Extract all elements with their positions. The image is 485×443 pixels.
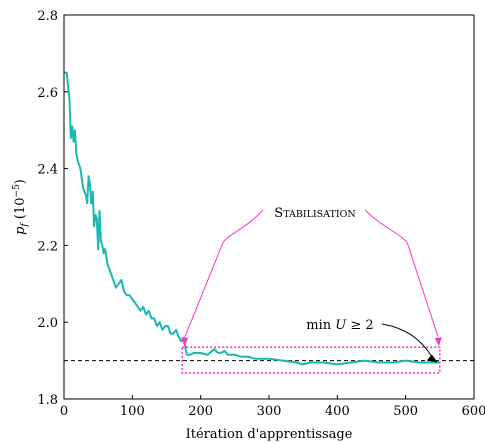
callout-arrowhead-left [181, 337, 189, 347]
stabilisation-box [181, 346, 441, 374]
x-tick-label: 0 [60, 404, 68, 419]
y-tick-label: 2.0 [37, 316, 58, 331]
y-axis-label-exp: −5 [12, 184, 22, 198]
plot-area [64, 15, 474, 399]
min-u-label: min U ≥ 2 [306, 318, 373, 333]
x-axis-label: Itération d'apprentissage [186, 427, 353, 442]
x-tick-label: 300 [257, 404, 282, 419]
series-line [64, 71, 440, 366]
y-axis-label-unit-close: ) [13, 179, 28, 184]
x-tick-label: 600 [462, 404, 485, 419]
callout-line-left [184, 209, 264, 337]
y-tick-label: 1.8 [37, 393, 58, 408]
callout-line-right [364, 209, 439, 337]
y-axis-label-sub: f [20, 222, 30, 228]
callout-arrowhead-right [434, 337, 442, 347]
x-tick-label: 500 [393, 404, 418, 419]
min-u-arrowhead [426, 354, 438, 363]
x-tick-label: 100 [120, 404, 145, 419]
y-ticks: 1.8 2.0 2.2 2.4 2.6 2.8 [37, 9, 68, 408]
y-axis-label-unit-open: (10 [13, 197, 28, 223]
y-tick-label: 2.4 [37, 163, 58, 178]
x-tick-label: 200 [188, 404, 213, 419]
x-tick-label: 400 [325, 404, 350, 419]
y-axis-label: pf (10−5) [12, 179, 30, 235]
stabilisation-label: STABILISATION [274, 206, 355, 221]
annotation-layer: STABILISATION min U ≥ 2 [181, 206, 442, 374]
y-tick-label: 2.2 [37, 239, 58, 254]
min-u-arrow-line [381, 323, 433, 357]
series-layer [64, 71, 440, 366]
y-axis-label-var: p [13, 226, 28, 235]
y-tick-label: 2.6 [37, 86, 58, 101]
y-tick-label: 2.8 [37, 9, 58, 24]
x-ticks: 0 100 200 300 400 500 600 [60, 395, 485, 419]
